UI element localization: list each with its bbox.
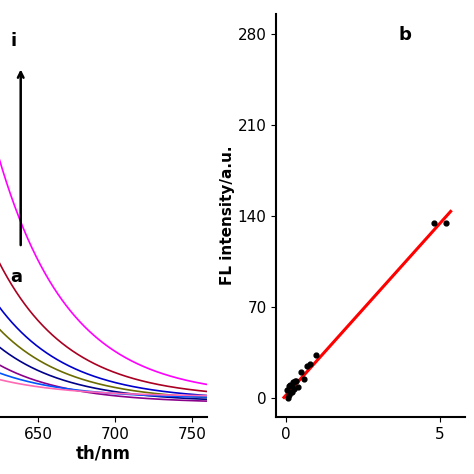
Point — [292, 377, 300, 385]
Point — [283, 386, 291, 394]
Point — [306, 360, 314, 368]
Point — [294, 383, 301, 391]
X-axis label: th/nm: th/nm — [76, 445, 131, 463]
Point — [297, 368, 305, 376]
Point — [286, 382, 294, 389]
Point — [291, 378, 299, 385]
Point — [289, 388, 296, 396]
Point — [285, 392, 293, 399]
Point — [442, 219, 450, 227]
Point — [291, 385, 298, 392]
Point — [287, 388, 295, 396]
Text: a: a — [10, 268, 22, 286]
Point — [288, 381, 295, 389]
Text: i: i — [10, 33, 17, 51]
Point — [303, 363, 311, 370]
Point — [285, 382, 292, 390]
Text: b: b — [399, 27, 411, 44]
Point — [300, 375, 308, 383]
Point — [430, 219, 438, 227]
Point — [284, 394, 292, 401]
Point — [290, 378, 297, 386]
Y-axis label: FL intensity/a.u.: FL intensity/a.u. — [220, 146, 235, 285]
Point — [312, 351, 320, 358]
